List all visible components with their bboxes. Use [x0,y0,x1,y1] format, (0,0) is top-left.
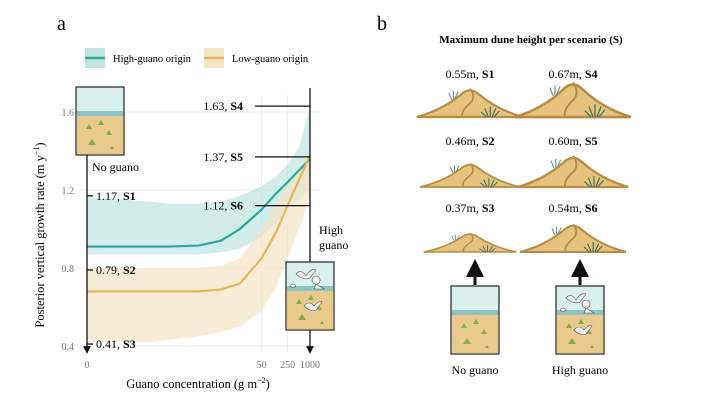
x-axis-end: ) [266,377,270,391]
y-tick-label: 0.4 [62,342,75,353]
dune-height-label: 0.67m, S4 [548,67,597,81]
dune-icon [419,162,521,189]
scenario-id: S2 [482,134,495,148]
x-tick-label: 250 [280,360,295,371]
panel-b-title: Maximum dune height per scenario (S) [439,34,623,46]
scenario-id: S6 [230,199,243,213]
x-tick-label: 1000 [300,360,320,371]
confidence-band-low-guano [87,158,311,343]
dune-icon [516,154,630,189]
scenario-label: 1.12, S6 [203,199,243,213]
panel-letter-a: a [57,13,66,35]
dune-height-label: 0.46m, S2 [445,134,494,148]
dune-icon [422,231,518,253]
y-axis-sup: −1 [32,147,41,156]
no-guano-caption: No guano [452,363,499,377]
panel-letter-b: b [377,13,387,35]
high-guano-label: High [319,223,343,237]
x-axis-title: Guano concentration (g m−2) [126,376,270,391]
scenario-id: S6 [585,201,598,215]
scenario-id: S3 [482,201,495,215]
x-tick-label: 0 [85,360,90,371]
scenario-label: 1.63, S4 [203,99,243,113]
scenario-label: 1.37, S5 [203,150,243,164]
scenario-id: S5 [230,150,243,164]
series-line-low-guano [87,154,312,293]
legend-label: High-guano origin [113,54,192,65]
no-guano-label: No guano [92,160,139,174]
scenario-id: S4 [585,67,598,81]
scenario-id: S2 [123,263,136,277]
dune-icon [513,81,633,119]
y-tick-label: 1.6 [62,108,75,119]
y-axis-end: ) [33,142,47,146]
dune-icon [518,222,628,254]
y-tick-label: 1.2 [62,186,75,197]
dune-height-label: 0.60m, S5 [548,134,597,148]
no-guano-illustration [450,285,500,355]
panel-b: b Maximum dune height per scenario (S) 0.5… [377,13,633,377]
dune-icon [415,87,525,119]
no-guano-illustration [75,86,125,156]
x-axis-sup: −2 [257,376,266,385]
scenario-id: S3 [123,337,136,351]
chart-panel-a: a 0.4 0.8 1.2 1.6 0 50 250 1000 High-guano origin… [32,13,348,391]
scenario-id: S1 [123,189,136,203]
y-axis-title: Posterior vertical growth rate (m y−1) [32,142,47,327]
scenario-label: 1.17, S1 [96,189,136,203]
dune-height-label: 0.54m, S6 [548,201,597,215]
high-guano-label: guano [319,238,348,252]
x-tick-label: 50 [257,360,267,371]
y-tick-label: 0.8 [62,264,75,275]
scenario-id: S4 [230,99,243,113]
scenario-label: 0.79, S2 [96,263,136,277]
high-guano-caption: High guano [552,363,608,377]
dune-height-label: 0.55m, S1 [445,67,494,81]
scenario-label: 0.41, S3 [96,337,136,351]
series-line-high-guano [87,158,311,248]
scenario-id: S1 [482,67,495,81]
dune-height-label: 0.37m, S3 [445,201,494,215]
legend-label: Low-guano origin [232,54,309,65]
scenario-id: S5 [585,134,598,148]
